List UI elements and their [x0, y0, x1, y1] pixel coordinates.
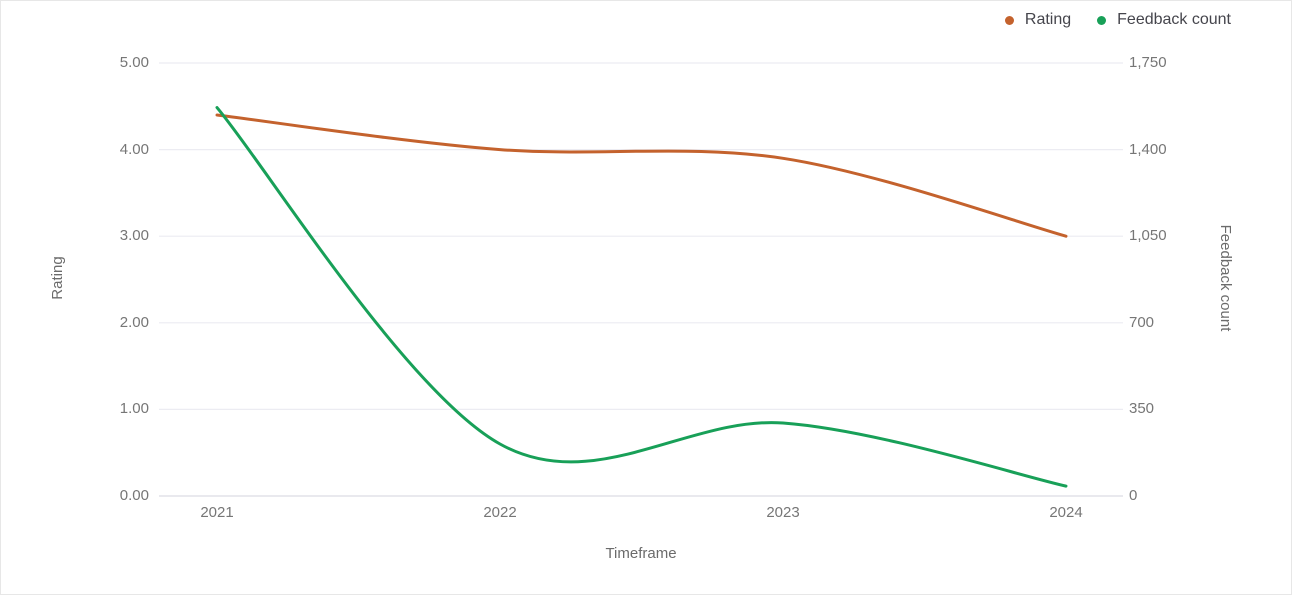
left-axis-tick: 3.00 — [119, 227, 149, 244]
left-axis-tick: 1.00 — [119, 400, 149, 417]
x-axis-tick-2023: 2023 — [766, 504, 800, 521]
left-axis-tick: 4.00 — [119, 141, 149, 158]
right-axis-tick: 1,750 — [1129, 54, 1167, 71]
feedback-count-series-dot-icon — [1097, 15, 1107, 25]
x-axis-tick-2021: 2021 — [200, 504, 234, 521]
right-axis-title: Feedback count — [1217, 224, 1234, 332]
x-axis-tick-2024: 2024 — [1049, 504, 1083, 521]
left-axis-tick: 2.00 — [119, 314, 149, 331]
legend-item-rating[interactable]: Rating — [1004, 11, 1072, 29]
legend-label-rating: Rating — [1024, 11, 1072, 28]
x-axis-title: Timeframe — [605, 545, 677, 562]
right-axis-tick: 1,050 — [1129, 227, 1167, 244]
legend: Rating Feedback count — [1004, 11, 1231, 29]
right-axis-tick: 350 — [1129, 400, 1155, 417]
series-line-rating — [215, 113, 1068, 238]
left-axis-tick: 0.00 — [119, 487, 149, 504]
series-line-feedback-count — [215, 106, 1068, 488]
right-axis-tick: 1,400 — [1129, 141, 1167, 158]
legend-item-feedback-count[interactable]: Feedback count — [1097, 11, 1231, 29]
right-axis-tick: 700 — [1129, 314, 1155, 331]
right-axis-tick: 0 — [1129, 487, 1138, 504]
left-axis-title: Rating — [49, 256, 66, 300]
legend-label-feedback-count: Feedback count — [1117, 11, 1231, 28]
rating-series-dot-icon — [1004, 15, 1014, 25]
x-axis-tick-2022: 2022 — [483, 504, 517, 521]
left-axis-tick: 5.00 — [119, 54, 149, 71]
